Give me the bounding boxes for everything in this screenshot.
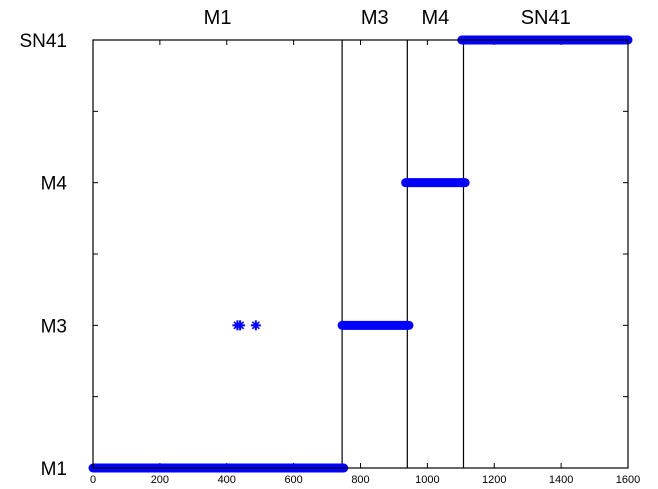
segment-label: SN41 [521, 7, 571, 29]
data-series [88, 35, 633, 473]
y-tick-label: SN41 [19, 31, 67, 52]
segment-label: M1 [204, 7, 232, 29]
x-tick-label: 200 [151, 474, 169, 486]
x-tick-label: 400 [218, 474, 236, 486]
data-point [250, 320, 261, 331]
x-tick-label: 600 [284, 474, 302, 486]
x-tick-label: 0 [90, 474, 96, 486]
x-tick-label: 1000 [415, 474, 439, 486]
x-tick-label: 1400 [549, 474, 573, 486]
data-point [235, 320, 246, 331]
segment-dividers [341, 40, 465, 468]
y-tick-label: M3 [41, 316, 67, 337]
x-tick-label: 1600 [616, 474, 640, 486]
x-axis: 0 200 400 600 800 1000 1200 1400 1600 [90, 40, 640, 486]
y-tick-label: M1 [41, 459, 67, 480]
y-tick-label: M4 [41, 174, 68, 195]
x-tick-label: 1200 [482, 474, 506, 486]
segment-labels: M1 M3 M4 SN41 [204, 7, 571, 29]
segment-label: M3 [361, 7, 389, 29]
segment-label: M4 [422, 7, 450, 29]
x-tick-label: 800 [351, 474, 369, 486]
y-axis: M1 M3 M4 SN41 [19, 31, 628, 480]
plot-frame [92, 39, 629, 469]
